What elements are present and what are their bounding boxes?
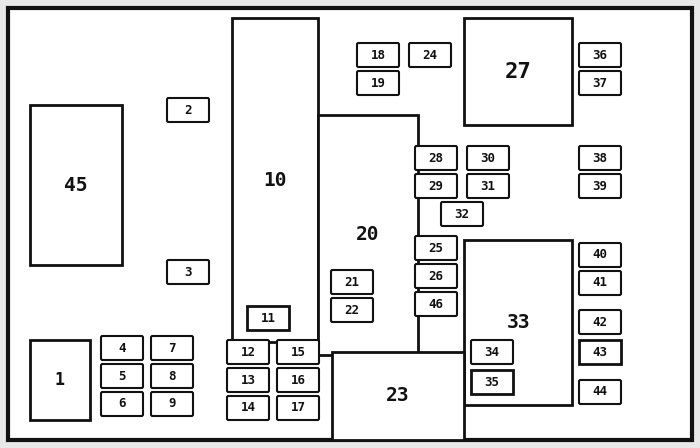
FancyBboxPatch shape [167, 98, 209, 122]
Text: 6: 6 [118, 397, 126, 410]
Text: 36: 36 [592, 48, 608, 61]
FancyBboxPatch shape [579, 71, 621, 95]
FancyBboxPatch shape [151, 392, 193, 416]
FancyBboxPatch shape [415, 292, 457, 316]
Text: 1: 1 [55, 371, 65, 389]
FancyBboxPatch shape [277, 396, 319, 420]
FancyBboxPatch shape [579, 43, 621, 67]
Text: 31: 31 [480, 180, 496, 193]
Text: 46: 46 [428, 297, 444, 310]
Bar [471, 370, 513, 394]
Text: 23: 23 [386, 387, 410, 405]
FancyBboxPatch shape [579, 310, 621, 334]
FancyBboxPatch shape [101, 392, 143, 416]
Text: 11: 11 [260, 311, 276, 324]
FancyBboxPatch shape [579, 243, 621, 267]
Text: 40: 40 [592, 249, 608, 262]
Text: 8: 8 [168, 370, 176, 383]
Text: 43: 43 [592, 345, 608, 358]
FancyBboxPatch shape [467, 146, 509, 170]
FancyBboxPatch shape [167, 260, 209, 284]
Text: 26: 26 [428, 270, 444, 283]
Text: 5: 5 [118, 370, 126, 383]
Bar [318, 115, 418, 355]
Text: 45: 45 [64, 176, 88, 194]
Text: 3: 3 [184, 266, 192, 279]
Text: 16: 16 [290, 374, 305, 387]
FancyBboxPatch shape [277, 340, 319, 364]
Text: 10: 10 [263, 171, 287, 190]
Text: 32: 32 [454, 207, 470, 220]
Text: 17: 17 [290, 401, 305, 414]
FancyBboxPatch shape [579, 146, 621, 170]
Text: 33: 33 [506, 313, 530, 332]
Bar [464, 240, 572, 405]
Text: 4: 4 [118, 341, 126, 354]
FancyBboxPatch shape [151, 364, 193, 388]
Bar [332, 352, 464, 440]
Text: 44: 44 [592, 385, 608, 399]
FancyBboxPatch shape [331, 270, 373, 294]
Text: 9: 9 [168, 397, 176, 410]
FancyBboxPatch shape [415, 174, 457, 198]
FancyBboxPatch shape [467, 174, 509, 198]
Text: 19: 19 [370, 77, 386, 90]
FancyBboxPatch shape [415, 146, 457, 170]
Text: 28: 28 [428, 151, 444, 164]
FancyBboxPatch shape [415, 236, 457, 260]
FancyBboxPatch shape [357, 71, 399, 95]
Bar [579, 340, 621, 364]
FancyBboxPatch shape [151, 336, 193, 360]
Text: 39: 39 [592, 180, 608, 193]
Text: 38: 38 [592, 151, 608, 164]
Text: 13: 13 [241, 374, 256, 387]
FancyBboxPatch shape [227, 396, 269, 420]
Text: 35: 35 [484, 375, 500, 388]
Text: 18: 18 [370, 48, 386, 61]
FancyBboxPatch shape [415, 264, 457, 288]
Text: 15: 15 [290, 345, 305, 358]
FancyBboxPatch shape [409, 43, 451, 67]
Text: 24: 24 [423, 48, 438, 61]
Text: 2: 2 [184, 103, 192, 116]
FancyBboxPatch shape [471, 340, 513, 364]
FancyBboxPatch shape [277, 368, 319, 392]
Text: 30: 30 [480, 151, 496, 164]
Text: 41: 41 [592, 276, 608, 289]
FancyBboxPatch shape [579, 380, 621, 404]
FancyBboxPatch shape [579, 174, 621, 198]
Text: 25: 25 [428, 241, 444, 254]
Text: 12: 12 [241, 345, 256, 358]
FancyBboxPatch shape [357, 43, 399, 67]
Text: 37: 37 [592, 77, 608, 90]
Bar [232, 18, 318, 342]
FancyBboxPatch shape [101, 336, 143, 360]
FancyBboxPatch shape [579, 271, 621, 295]
FancyBboxPatch shape [101, 364, 143, 388]
Text: 27: 27 [505, 61, 531, 82]
Text: 34: 34 [484, 345, 500, 358]
Text: 14: 14 [241, 401, 256, 414]
FancyBboxPatch shape [227, 340, 269, 364]
FancyBboxPatch shape [441, 202, 483, 226]
Text: 42: 42 [592, 315, 608, 328]
Bar [464, 18, 572, 125]
Text: 21: 21 [344, 276, 360, 289]
Bar [247, 306, 289, 330]
Bar [30, 105, 122, 265]
FancyBboxPatch shape [227, 368, 269, 392]
Text: 7: 7 [168, 341, 176, 354]
FancyBboxPatch shape [331, 298, 373, 322]
Text: 20: 20 [356, 225, 379, 245]
Bar [30, 340, 90, 420]
Text: 22: 22 [344, 303, 360, 316]
Text: 29: 29 [428, 180, 444, 193]
